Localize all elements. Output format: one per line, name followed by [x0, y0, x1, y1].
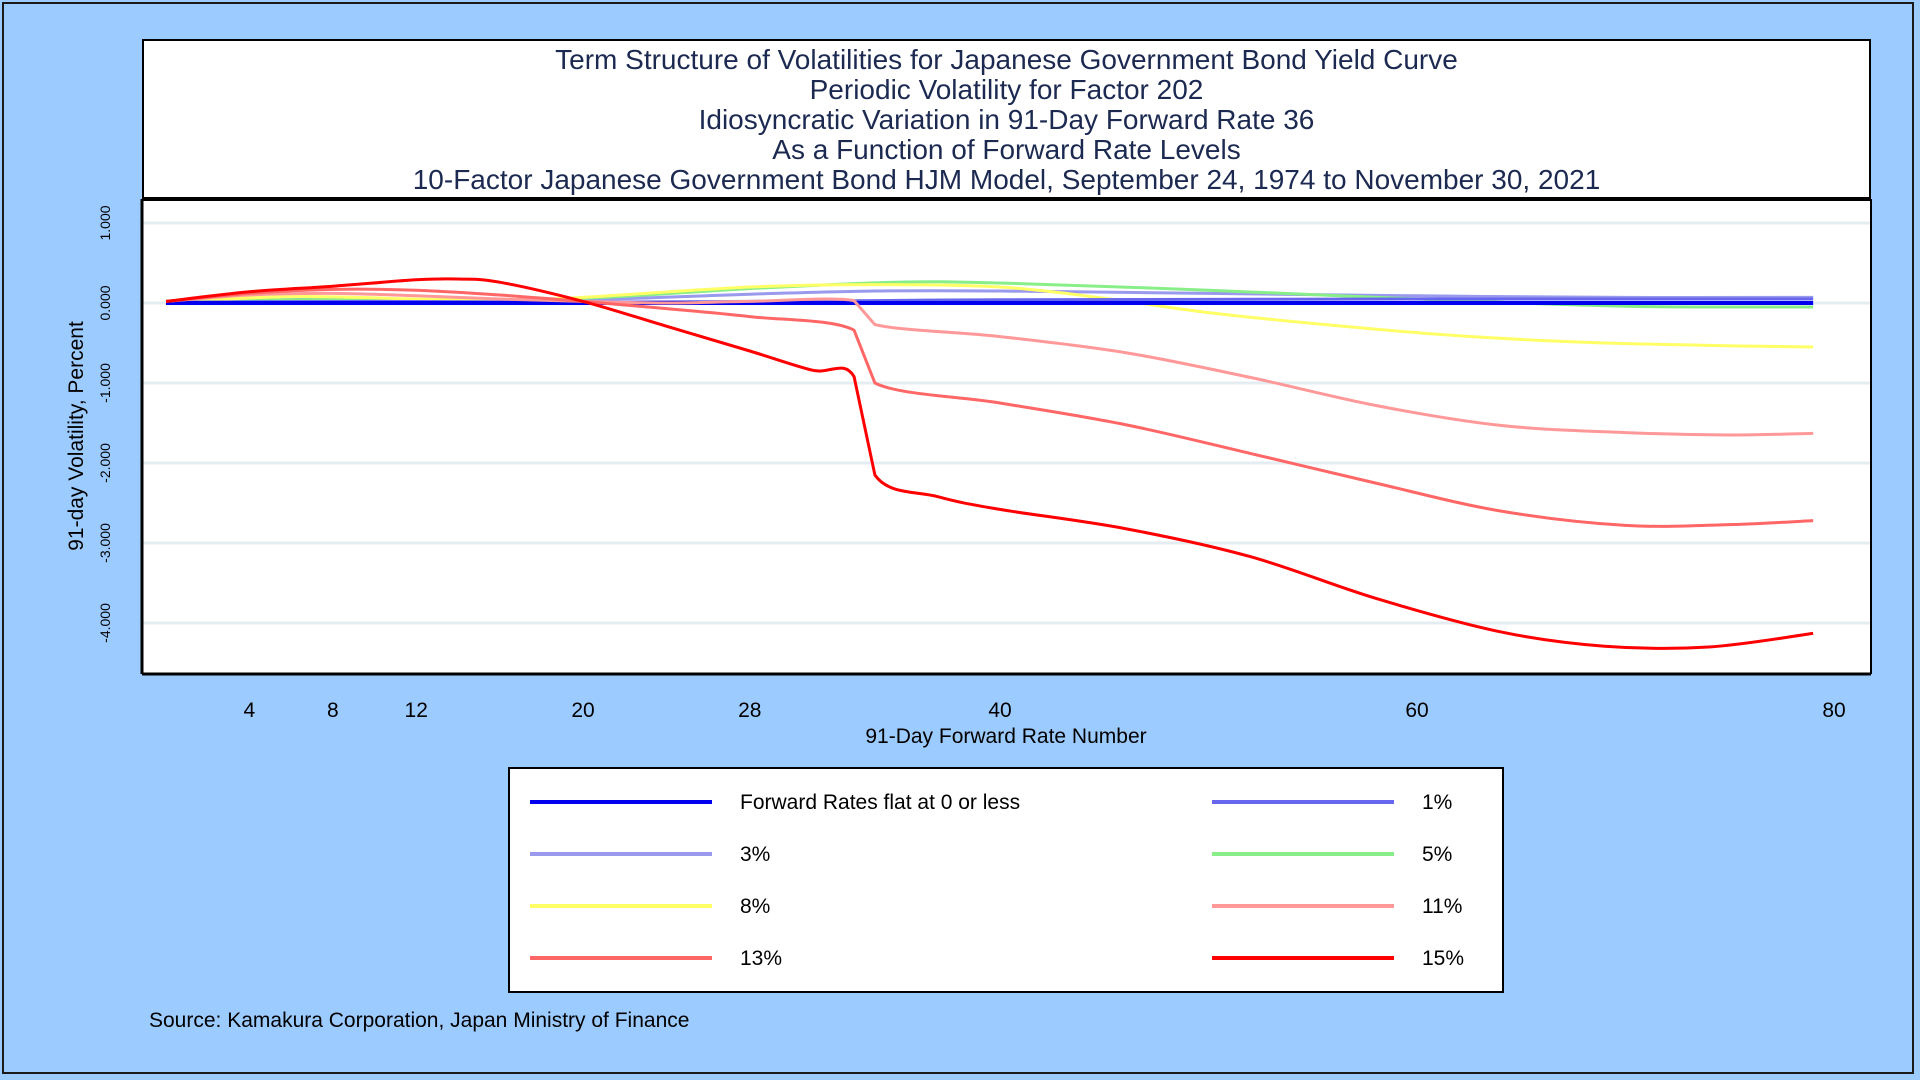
source-note: Source: Kamakura Corporation, Japan Mini…: [149, 1009, 690, 1032]
legend-label: Forward Rates flat at 0 or less: [740, 791, 1021, 814]
y-tick-label: -3.000: [97, 523, 113, 563]
legend-swatch: [1212, 956, 1394, 960]
x-tick-label: 4: [244, 699, 256, 722]
y-tick-label: 1.000: [97, 205, 113, 240]
chart-subtitle-2: Idiosyncratic Variation in 91-Day Forwar…: [698, 104, 1315, 135]
legend: Forward Rates flat at 0 or less 1% 3% 5% 8% 1…: [508, 767, 1504, 993]
y-tick-label: -1.000: [97, 363, 113, 403]
legend-swatch: [530, 852, 712, 856]
x-axis-label: 91-Day Forward Rate Number: [865, 725, 1146, 748]
legend-label: 8%: [740, 895, 771, 918]
legend-label: 3%: [740, 843, 771, 866]
x-tick-label: 8: [327, 699, 339, 722]
x-tick-label: 80: [1822, 699, 1845, 722]
y-tick-label: -2.000: [97, 443, 113, 483]
legend-label: 13%: [740, 947, 783, 970]
legend-label: 11%: [1422, 895, 1463, 918]
series-line: [165, 287, 1814, 528]
legend-swatch: [530, 904, 712, 908]
y-axis-label: 91-day Volatility, Percent: [65, 321, 88, 551]
y-tick-label: 0.000: [97, 285, 113, 320]
chart-title-box: Term Structure of Volatilities for Japan…: [142, 39, 1871, 200]
chart-subtitle-3: As a Function of Forward Rate Levels: [772, 134, 1241, 165]
series-layer: [165, 277, 1814, 650]
chart-subtitle-1: Periodic Volatility for Factor 202: [809, 74, 1204, 105]
legend-label: 15%: [1422, 947, 1465, 970]
legend-swatch: [530, 800, 712, 804]
y-tick-labels: 1.000 0.000 -1.000 -2.000 -3.000 -4.000: [97, 205, 113, 643]
x-tick-label: 40: [988, 699, 1011, 722]
x-tick-labels: 4 8 12 20 28 40 60 80: [244, 699, 1846, 722]
legend-swatch: [1212, 904, 1394, 908]
legend-swatch: [1212, 852, 1394, 856]
y-tick-label: -4.000: [97, 603, 113, 643]
x-tick-label: 12: [405, 699, 428, 722]
series-line: [165, 277, 1814, 650]
x-tick-label: 28: [738, 699, 761, 722]
x-tick-label: 60: [1405, 699, 1428, 722]
series-line: [165, 291, 1814, 437]
chart-title: Term Structure of Volatilities for Japan…: [555, 44, 1458, 75]
series-line: [165, 283, 1814, 349]
chart-subtitle-4: 10-Factor Japanese Government Bond HJM M…: [412, 164, 1601, 195]
x-tick-label: 20: [571, 699, 594, 722]
plot-area: [142, 199, 1871, 674]
legend-label: 5%: [1422, 843, 1453, 866]
legend-label: 1%: [1422, 791, 1453, 814]
legend-swatch: [1212, 800, 1394, 804]
legend-swatch: [530, 956, 712, 960]
